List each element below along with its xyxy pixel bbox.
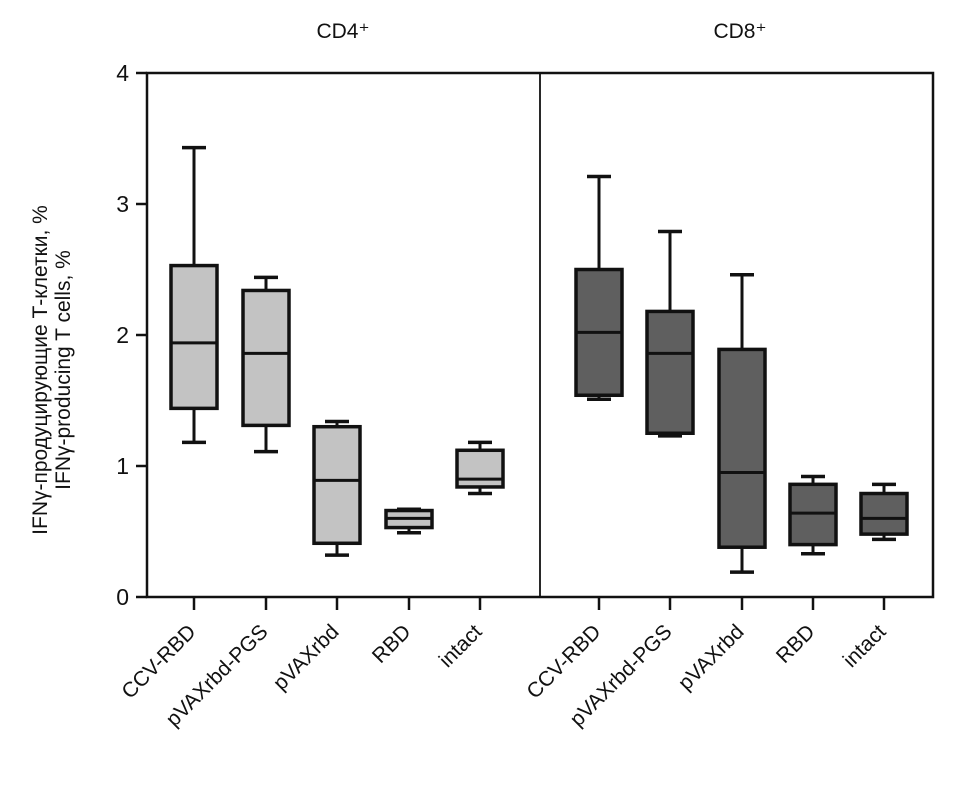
box-cd8-pvaxrbd-pgs <box>645 229 695 438</box>
y-axis-label-ru: IFNγ-продуцирующие Т-клетки, % <box>29 205 52 535</box>
box-cd8-intact <box>859 482 909 542</box>
iqr-box <box>169 263 219 411</box>
y-tick-label: 4 <box>116 60 129 86</box>
iqr-box <box>645 309 695 436</box>
y-axis-label-en: IFNγ-producing T cells, % <box>52 250 75 490</box>
x-tick-label: RBD <box>772 620 820 668</box>
iqr-box <box>312 424 362 546</box>
y-tick-label: 3 <box>116 191 129 217</box>
panel-title-cd4: CD4⁺ <box>316 20 369 43</box>
iqr-box <box>241 288 291 428</box>
box-cd4-ccv-rbd <box>169 145 219 445</box>
y-tick-label: 0 <box>116 584 129 610</box>
box-cd4-pvaxrbd-pgs <box>241 275 291 454</box>
x-tick-label: intact <box>839 620 891 672</box>
box-cd8-pvaxrbd <box>717 272 767 574</box>
x-tick-label: pVAXrbd <box>269 620 344 695</box>
x-tick-label: pVAXrbd <box>674 620 749 695</box>
box-cd8-ccv-rbd <box>574 174 624 401</box>
x-tick-label: intact <box>435 620 487 672</box>
iqr-box <box>717 347 767 549</box>
panel-title-cd8: CD8⁺ <box>713 20 766 43</box>
y-tick-label: 2 <box>116 322 129 348</box>
box-cd8-rbd <box>788 474 838 556</box>
y-ticks: 0 1 2 3 4 <box>116 60 147 610</box>
boxes <box>169 145 909 574</box>
box-cd4-intact <box>455 440 505 496</box>
iqr-box <box>455 448 505 489</box>
y-axis-label: IFNγ-продуцирующие Т-клетки, % IFNγ-prod… <box>29 205 75 535</box>
y-tick-label: 1 <box>116 453 129 479</box>
x-tick-label: RBD <box>368 620 416 668</box>
box-cd4-rbd <box>384 507 434 535</box>
iqr-box <box>859 491 909 536</box>
box-cd4-pvaxrbd <box>312 419 362 557</box>
